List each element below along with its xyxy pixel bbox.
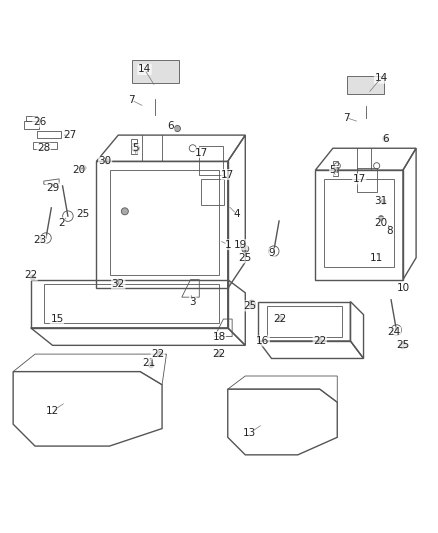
Bar: [131, 144, 137, 149]
Text: 13: 13: [243, 428, 256, 438]
Circle shape: [381, 199, 386, 204]
Bar: [26, 116, 37, 120]
Text: 7: 7: [343, 112, 350, 123]
Text: 12: 12: [46, 406, 59, 416]
Text: 14: 14: [138, 64, 151, 75]
Circle shape: [248, 300, 255, 307]
Text: 2: 2: [58, 217, 65, 228]
Text: 25: 25: [239, 253, 252, 263]
Text: 17: 17: [195, 148, 208, 158]
Bar: [201, 179, 224, 205]
Text: 5: 5: [132, 143, 139, 154]
Bar: [333, 172, 338, 176]
Bar: [131, 139, 137, 143]
Text: 17: 17: [221, 169, 234, 180]
Text: 14: 14: [374, 73, 388, 83]
Circle shape: [105, 159, 110, 164]
Circle shape: [317, 338, 322, 344]
Circle shape: [278, 317, 283, 322]
Text: 8: 8: [386, 227, 393, 237]
Text: 24: 24: [388, 327, 401, 337]
Circle shape: [148, 362, 154, 368]
Text: 22: 22: [24, 270, 37, 280]
Bar: [333, 167, 338, 171]
Circle shape: [157, 351, 162, 357]
Circle shape: [242, 246, 249, 253]
Text: 22: 22: [212, 349, 226, 359]
Text: 11: 11: [370, 253, 383, 263]
Text: 6: 6: [382, 134, 389, 144]
Text: 26: 26: [33, 117, 46, 127]
Text: 21: 21: [142, 358, 155, 368]
Text: 25: 25: [243, 301, 256, 311]
Circle shape: [121, 208, 128, 215]
Text: 18: 18: [212, 332, 226, 342]
Text: 17: 17: [353, 174, 366, 184]
Text: 20: 20: [72, 165, 85, 175]
Text: 5: 5: [329, 165, 336, 175]
Text: 20: 20: [374, 217, 388, 228]
Text: 27: 27: [64, 130, 77, 140]
Circle shape: [81, 165, 86, 171]
Text: 23: 23: [33, 235, 46, 245]
Polygon shape: [347, 76, 384, 94]
Circle shape: [174, 125, 180, 132]
Circle shape: [116, 279, 121, 285]
Bar: [357, 168, 377, 192]
Bar: [37, 131, 61, 138]
Text: 4: 4: [233, 209, 240, 219]
Text: 16: 16: [256, 336, 269, 346]
Text: 19: 19: [234, 240, 247, 249]
Text: 31: 31: [374, 196, 388, 206]
Bar: [131, 150, 137, 155]
Text: 25: 25: [396, 341, 410, 350]
Text: 1: 1: [224, 240, 231, 249]
Text: 10: 10: [396, 284, 410, 293]
Circle shape: [216, 351, 222, 357]
Text: 22: 22: [151, 349, 164, 359]
Circle shape: [383, 136, 388, 141]
Circle shape: [30, 275, 35, 280]
Bar: [199, 146, 223, 174]
Text: 22: 22: [313, 336, 326, 346]
Bar: [333, 161, 338, 165]
Text: 6: 6: [167, 122, 174, 131]
Bar: [33, 142, 57, 149]
Text: 9: 9: [268, 248, 275, 259]
Bar: [24, 120, 39, 128]
Text: 29: 29: [46, 183, 59, 192]
Text: 30: 30: [99, 156, 112, 166]
Text: 32: 32: [112, 279, 125, 289]
Polygon shape: [132, 60, 179, 84]
Text: 7: 7: [128, 95, 135, 105]
Circle shape: [378, 216, 384, 221]
Circle shape: [399, 342, 406, 349]
Text: 3: 3: [189, 296, 196, 306]
Text: 28: 28: [37, 143, 50, 154]
Text: 15: 15: [50, 314, 64, 324]
Text: 25: 25: [77, 209, 90, 219]
Text: 22: 22: [274, 314, 287, 324]
